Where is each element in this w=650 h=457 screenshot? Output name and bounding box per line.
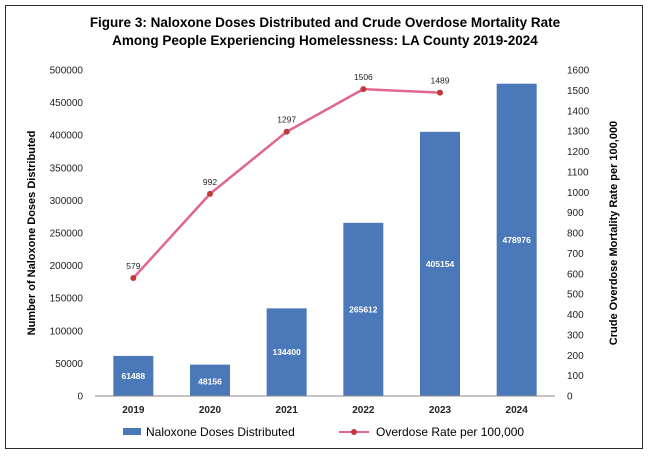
line-point: [130, 275, 137, 282]
y-right-tick-label: 1600: [567, 66, 590, 77]
bar-data-label: 478976: [502, 235, 531, 245]
x-tick-label: 2022: [352, 405, 375, 416]
y-left-tick-label: 300000: [50, 196, 84, 207]
legend: Naloxone Doses Distributed Overdose Rate…: [123, 425, 524, 439]
bar: [113, 355, 154, 396]
y-axis-right-ticks: 0 100 200 300 400 500 600 700 800 900 1000 1100 1200…: [567, 66, 590, 403]
legend-bar-label: Naloxone Doses Distributed: [146, 425, 295, 439]
chart-title-line-2: Among People Experiencing Homelessness: …: [112, 33, 538, 48]
y-right-tick-label: 1500: [567, 86, 590, 97]
y-right-tick-label: 1300: [567, 127, 590, 138]
x-tick-label: 2023: [429, 405, 452, 416]
bar-data-label: 61488: [122, 371, 146, 381]
y-right-tick-label: 400: [567, 310, 584, 321]
x-axis-ticks: 2019 2020 2021 2022 2023 2024: [122, 405, 528, 416]
y-axis-left-label: Number of Naloxone Doses Distributed: [26, 131, 38, 336]
bar: [190, 364, 230, 396]
legend-bar-swatch: [123, 428, 141, 435]
bar-series: 61488 48156 134400 265612 405154 478976: [113, 83, 537, 397]
y-right-tick-label: 600: [567, 269, 584, 280]
line-series: 579 992 1297 1506 1489: [126, 72, 450, 282]
x-tick-label: 2024: [506, 405, 529, 416]
y-right-tick-label: 1400: [567, 106, 590, 117]
y-right-tick-label: 1100: [567, 167, 589, 178]
y-left-tick-label: 50000: [55, 359, 83, 370]
y-right-tick-label: 300: [567, 330, 584, 341]
y-left-tick-label: 100000: [50, 326, 84, 337]
bar: [420, 131, 460, 396]
bar: [266, 308, 307, 396]
line-point: [360, 86, 367, 93]
line-point: [437, 89, 443, 96]
bar-data-label: 134400: [272, 347, 301, 357]
x-tick-label: 2020: [199, 405, 222, 416]
line-point: [283, 128, 290, 135]
line-point: [207, 190, 213, 197]
x-tick-label: 2019: [122, 405, 145, 416]
y-right-tick-label: 500: [567, 290, 584, 301]
y-axis-right-label: Crude Overdose Mortality Rate per 100,00…: [608, 121, 620, 345]
y-right-tick-label: 200: [567, 351, 584, 362]
y-left-tick-label: 0: [77, 392, 83, 403]
bar: [343, 222, 384, 396]
line-data-label: 1489: [431, 76, 450, 86]
y-right-tick-label: 0: [567, 392, 573, 403]
legend-line-label: Overdose Rate per 100,000: [376, 425, 524, 439]
chart-frame: [5, 5, 643, 449]
line-data-label: 1506: [354, 72, 373, 82]
y-right-tick-label: 900: [567, 208, 584, 219]
y-left-tick-label: 500000: [50, 66, 84, 77]
y-left-tick-label: 350000: [50, 163, 84, 174]
bar-data-label: 48156: [198, 377, 222, 387]
y-left-tick-label: 250000: [50, 229, 84, 240]
line-data-label: 1297: [277, 115, 296, 125]
y-left-tick-label: 200000: [50, 261, 84, 272]
y-left-tick-label: 450000: [50, 98, 84, 109]
x-tick-label: 2021: [276, 405, 299, 416]
y-axis-left-ticks: 0 50000 100000 150000 200000 250000 300000 3500…: [50, 66, 84, 403]
y-left-tick-label: 150000: [50, 294, 84, 305]
line-data-label: 992: [203, 177, 217, 187]
y-right-tick-label: 100: [567, 371, 584, 382]
bar-data-label: 265612: [349, 304, 378, 314]
y-right-tick-label: 800: [567, 229, 584, 240]
y-left-tick-label: 400000: [50, 131, 84, 142]
bar: [496, 83, 537, 397]
legend-line-marker: [351, 429, 357, 435]
y-right-tick-label: 1200: [567, 147, 590, 158]
bar-data-label: 405154: [426, 259, 455, 269]
y-right-tick-label: 1000: [567, 188, 590, 199]
chart-title-line-1: Figure 3: Naloxone Doses Distributed and…: [90, 15, 561, 30]
line-data-label: 579: [126, 261, 140, 271]
y-right-tick-label: 700: [567, 249, 584, 260]
